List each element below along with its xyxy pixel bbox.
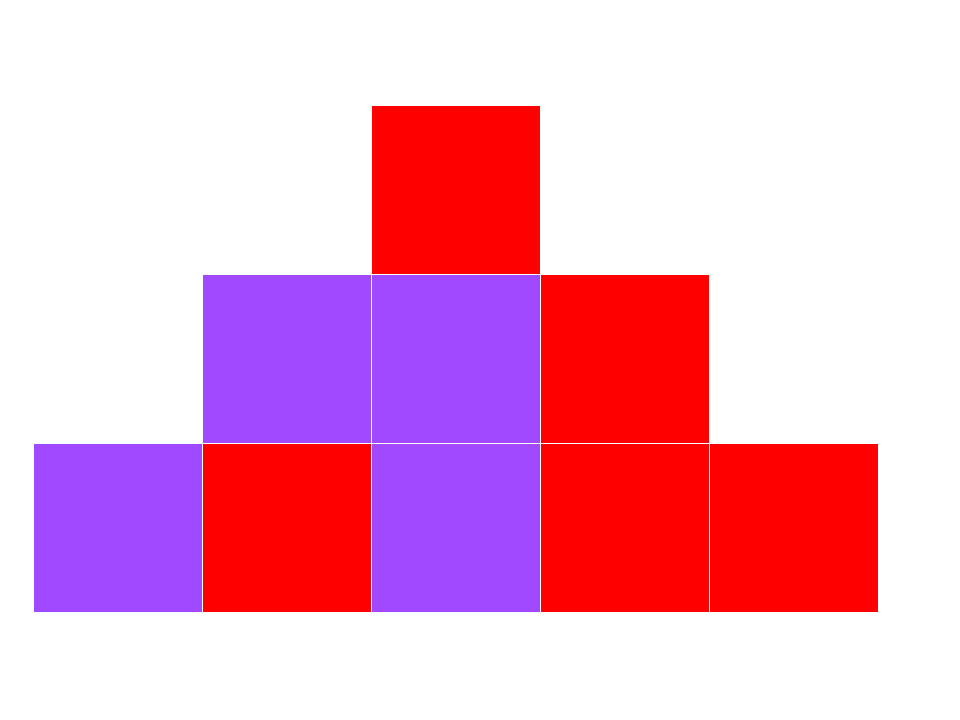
tile-red-r2-c1 [203, 444, 371, 612]
tile-purple-r2-c0 [34, 444, 202, 612]
tile-red-r2-c3 [541, 444, 709, 612]
tile-purple-r1-c2 [372, 275, 540, 443]
tile-purple-r2-c2 [372, 444, 540, 612]
tile-red-r2-c4 [710, 444, 878, 612]
tile-red-r1-c3 [541, 275, 709, 443]
tile-red-r0-c2 [372, 106, 540, 274]
tile-purple-r1-c1 [203, 275, 371, 443]
